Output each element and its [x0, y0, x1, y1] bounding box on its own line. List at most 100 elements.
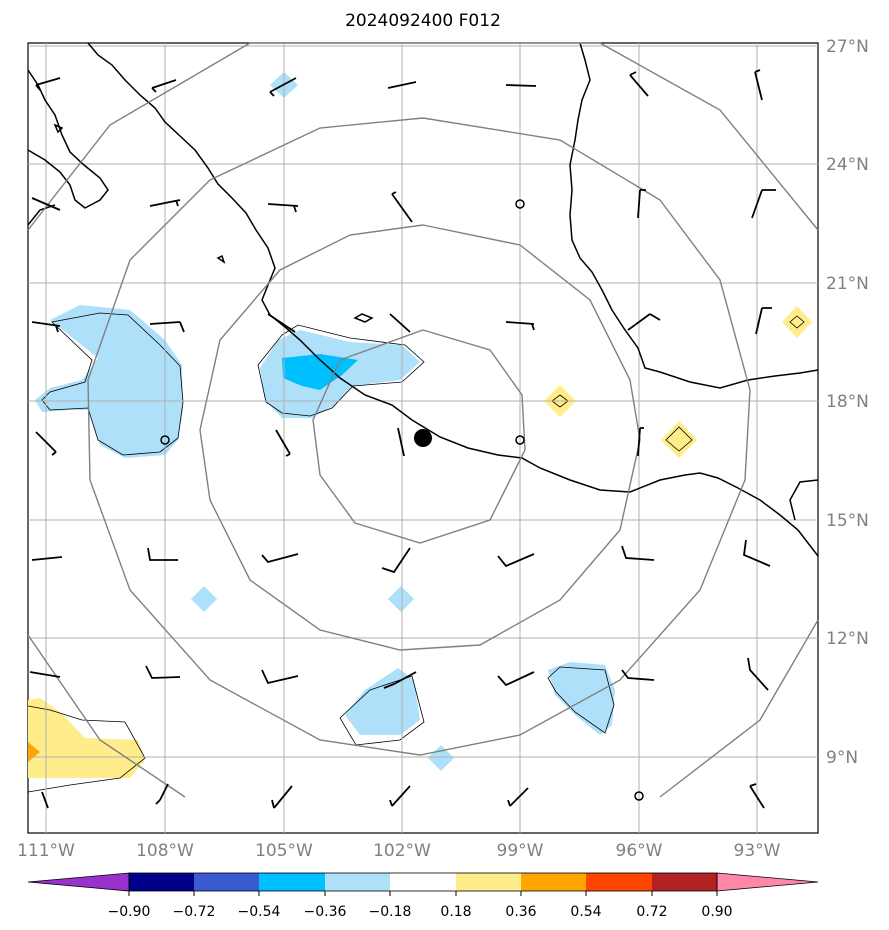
colorbar-ticks: [128, 891, 718, 896]
wind-barb: [389, 785, 411, 807]
wind-barb: [387, 81, 417, 89]
wind-barb: [35, 77, 61, 91]
calm-marker: [160, 435, 170, 445]
wind-barb: [629, 71, 649, 97]
wind-barb: [149, 321, 185, 333]
wind-barb: [35, 431, 57, 456]
wind-barb: [267, 313, 296, 333]
anomaly-south-blue: [345, 668, 420, 735]
coastline-baja: [27, 69, 109, 209]
anomaly-southwest-outline: [27, 705, 146, 793]
colorbar-label: −0.72: [173, 904, 216, 920]
wind-barb: [391, 191, 413, 223]
graticule: [28, 43, 818, 833]
wind-barb: [627, 313, 661, 331]
island-3: [53, 123, 64, 134]
colorbar: −0.90 −0.72 −0.54 −0.36 −0.18 0.18 0.36 …: [27, 872, 819, 920]
calm-markers: [160, 199, 644, 801]
colorbar-bin: [259, 873, 325, 891]
colorbar-label: −0.90: [108, 904, 151, 920]
anomaly-west-outline: [41, 312, 184, 456]
lat-label: 24°N: [826, 155, 869, 175]
anomaly-yellow-diamond-2-outline: [665, 426, 693, 452]
anomaly-west-blue: [35, 305, 183, 458]
lat-label: 18°N: [826, 392, 869, 412]
wind-barb: [507, 787, 529, 807]
wind-barb: [621, 545, 655, 561]
colorbar-bin: [194, 873, 259, 891]
lon-label: 111°W: [17, 841, 75, 861]
wind-barb: [505, 321, 535, 331]
calm-marker: [515, 435, 525, 445]
colorbar-extend-high: [716, 872, 819, 892]
colorbar-bin: [652, 873, 717, 891]
island-1: [216, 254, 226, 264]
lon-label: 96°W: [616, 841, 663, 861]
wind-barb: [397, 427, 405, 457]
anomaly-yellow-diamond-1-outline: [551, 394, 569, 408]
anomaly-southeast-outline: [547, 666, 615, 734]
anomaly-yellow-diamond-3: [782, 306, 812, 338]
anomaly-blue-diamond-3: [388, 586, 414, 612]
range-ring-1: [312, 329, 526, 544]
coastline-gulf: [569, 42, 819, 389]
wind-barb: [147, 547, 178, 561]
lon-label: 108°W: [136, 841, 194, 861]
wind-barb: [389, 313, 411, 333]
wind-barb: [755, 307, 772, 335]
wind-barb: [145, 665, 181, 679]
wind-barb: [41, 791, 49, 809]
wind-barb: [31, 197, 61, 211]
anomaly-yellow-diamond-2: [661, 421, 697, 458]
colorbar-frame: [128, 872, 718, 892]
wind-barb: [497, 671, 535, 687]
storm-center-marker: [414, 429, 432, 447]
colorbar-extend-low: [27, 872, 130, 892]
lat-label: 27°N: [826, 37, 869, 57]
colorbar-label: 0.90: [701, 904, 732, 920]
map-title: 2024092400 F012: [345, 11, 501, 31]
colorbar-bin: [129, 873, 194, 891]
colorbar-bin: [586, 873, 652, 891]
lat-label: 21°N: [826, 274, 869, 294]
wind-barbs: [29, 69, 776, 809]
range-ring-4: [27, 42, 819, 798]
lon-label: 99°W: [497, 841, 544, 861]
wind-barb: [749, 783, 765, 809]
wind-barb: [261, 553, 299, 564]
wind-barb: [261, 669, 299, 685]
wind-barb: [751, 189, 776, 219]
wind-barb: [381, 547, 411, 574]
wind-barb: [505, 84, 537, 87]
colorbar-label: 0.18: [440, 904, 471, 920]
calm-marker: [515, 199, 525, 209]
lon-label: 102°W: [373, 841, 431, 861]
wind-barb: [275, 429, 291, 457]
wind-barb: [267, 203, 299, 213]
colorbar-bin: [325, 873, 390, 891]
colorbar-label: −0.36: [304, 904, 347, 920]
wind-barb: [754, 69, 763, 101]
wind-barb: [383, 671, 417, 689]
calm-marker: [634, 791, 644, 801]
longitude-labels: 111°W 108°W 105°W 102°W 99°W 96°W 93°W: [17, 841, 781, 861]
wind-barb: [269, 77, 297, 97]
colorbar-label: 0.54: [570, 904, 601, 920]
wind-barb: [31, 321, 61, 333]
colorbar-bin: [390, 873, 456, 891]
lat-label: 9°N: [826, 748, 858, 768]
colorbar-label: 0.72: [636, 904, 667, 920]
wind-barb: [743, 539, 771, 567]
colorbar-bin: [456, 873, 521, 891]
wind-barb: [149, 199, 181, 207]
range-ring-2: [199, 224, 641, 651]
colorbar-label: −0.18: [369, 904, 412, 920]
range-ring-3: [87, 117, 751, 756]
coastline-yucatan: [789, 479, 819, 521]
wind-barb: [151, 79, 177, 93]
wind-barb: [621, 669, 655, 681]
wind-barb: [31, 556, 63, 561]
wind-barb: [637, 189, 646, 219]
range-rings: [27, 42, 819, 798]
